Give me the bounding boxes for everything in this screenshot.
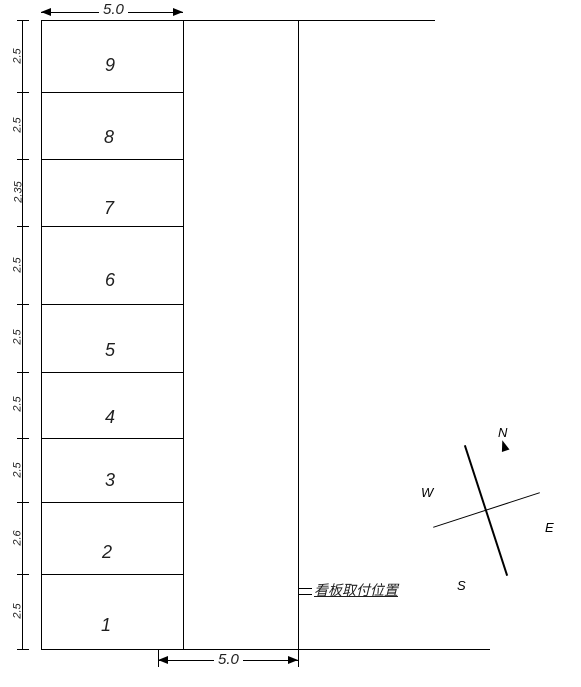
unit-label: 4 (105, 407, 115, 428)
sign-tick (298, 594, 312, 595)
dim-left-label: 2.35 (13, 181, 25, 202)
dim-left-label: 2.5 (12, 117, 24, 132)
dim-top-arrow-l (41, 8, 51, 16)
dim-left-label: 2.5 (12, 329, 24, 344)
dim-tick (17, 372, 29, 373)
unit-label: 7 (104, 198, 114, 219)
dim-left-label: 2.5 (12, 603, 24, 618)
diagram-canvas: 9 8 7 6 5 4 3 2 1 5.0 5.0 2.5 2.5 2.35 2… (0, 0, 581, 687)
dim-tick (17, 20, 29, 21)
dim-left-label: 2.5 (12, 48, 24, 63)
wall-mid-vertical (298, 20, 299, 650)
dim-bottom-witness (158, 649, 159, 667)
dim-tick (17, 649, 29, 650)
row-divider (41, 304, 183, 305)
wall-left (41, 20, 42, 650)
dim-tick (17, 226, 29, 227)
sign-location-label: 看板取付位置 (314, 580, 398, 600)
dim-left-label: 2.5 (12, 462, 24, 477)
unit-label: 1 (101, 615, 111, 636)
dim-tick (17, 92, 29, 93)
compass-e-label: E (545, 520, 554, 535)
dim-tick (17, 502, 29, 503)
dim-left-label: 2.5 (12, 396, 24, 411)
row-divider (41, 92, 183, 93)
wall-right (435, 649, 490, 650)
dim-tick (17, 438, 29, 439)
compass-w-label: W (421, 485, 433, 500)
row-divider (41, 226, 183, 227)
dim-top-arrow-r (173, 8, 183, 16)
dim-tick (17, 304, 29, 305)
dim-tick (17, 159, 29, 160)
row-divider (41, 574, 183, 575)
unit-label: 3 (105, 470, 115, 491)
unit-label: 8 (104, 127, 114, 148)
compass-s-label: S (457, 578, 466, 593)
row-divider (41, 159, 183, 160)
sign-tick (298, 588, 312, 589)
row-divider (41, 372, 183, 373)
dim-top-label: 5.0 (99, 1, 128, 18)
unit-label: 2 (102, 542, 112, 563)
wall-bottom (41, 649, 435, 650)
compass-ew-line (433, 492, 540, 528)
dim-bottom-arrow-l (158, 656, 168, 664)
dim-left-label: 2.6 (12, 530, 24, 545)
wall-top (41, 20, 435, 21)
wall-column-divider (183, 20, 184, 650)
dim-left-label: 2.5 (12, 257, 24, 272)
compass-n-label: N (498, 425, 507, 440)
unit-label: 9 (105, 55, 115, 76)
dim-bottom-label: 5.0 (214, 651, 243, 668)
unit-label: 6 (105, 270, 115, 291)
compass-n-arrow (498, 439, 509, 452)
dim-tick (17, 574, 29, 575)
dim-bottom-witness (298, 649, 299, 667)
unit-label: 5 (105, 340, 115, 361)
dim-bottom-arrow-r (288, 656, 298, 664)
row-divider (41, 502, 183, 503)
row-divider (41, 438, 183, 439)
